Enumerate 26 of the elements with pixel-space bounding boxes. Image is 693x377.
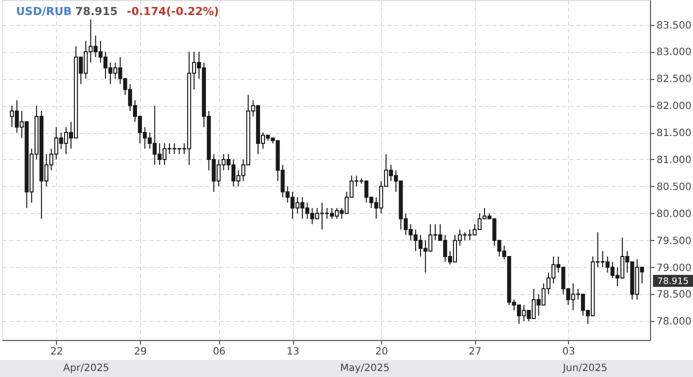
x-tick-label: 06 [212,346,226,358]
x-tick-label: 22 [50,346,64,358]
y-tick-label: 78.000 [656,316,692,328]
y-tick-label: 81.500 [656,128,692,140]
y-tick-label: 80.500 [656,182,692,193]
x-tick-label: 27 [468,346,482,358]
text: May/2025 [340,363,390,374]
y-tick-label: 82.500 [656,74,692,86]
y-tick-label: 81.000 [656,154,692,166]
chart-subtitle: 78.915 [75,5,118,18]
x-tick-label: 20 [375,346,388,358]
text: 78.915 [657,276,689,287]
y-tick-label: 83.500 [656,20,692,32]
y-tick-label: 79.500 [656,236,692,247]
y-tick-label: 82.000 [656,101,692,112]
text: Apr/2025 [63,363,110,374]
y-tick-label: 83.000 [656,47,692,58]
text: Jun/2025 [562,363,608,374]
x-tick-label: 13 [286,346,300,358]
y-tick-label: 79.000 [656,262,692,274]
y-tick-label: 80.000 [656,208,692,220]
chart-title: USD/RUB [16,5,72,18]
annotation: -0.174(-0.22%) [126,5,219,18]
y-tick-label: 78.500 [656,290,692,301]
x-tick-label: 03 [562,346,576,358]
x-tick-label: 29 [134,346,147,358]
